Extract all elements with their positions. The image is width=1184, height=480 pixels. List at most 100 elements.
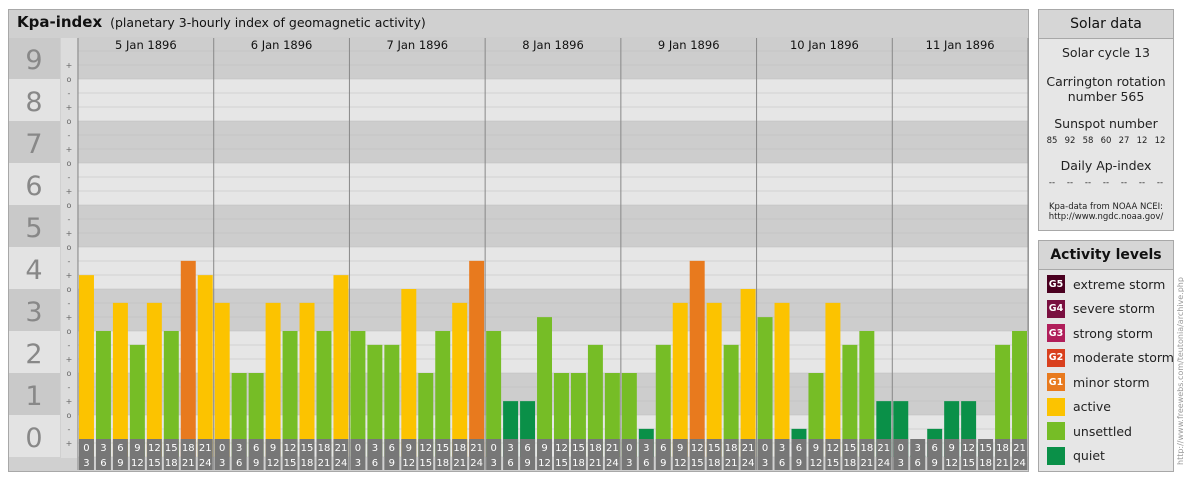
interval-end-label: 24 (606, 458, 619, 469)
interval-box (876, 439, 892, 470)
y-subtick-label: o (67, 411, 72, 420)
interval-start-label: 12 (284, 443, 297, 454)
carrington-line-2: number 565 (1067, 89, 1145, 104)
y-subtick-label: o (67, 201, 72, 210)
interval-end-label: 18 (301, 458, 314, 469)
kp-bar (316, 331, 332, 457)
interval-box (689, 439, 705, 470)
interval-start-label: 9 (406, 443, 412, 454)
interval-start-label: 3 (643, 443, 649, 454)
kp-bar (469, 260, 485, 457)
y-subtick-label: + (66, 61, 73, 70)
interval-end-label: 21 (725, 458, 738, 469)
activity-level-label: active (1073, 399, 1111, 414)
interval-box (163, 439, 179, 470)
interval-end-label: 12 (674, 458, 687, 469)
kp-bar (350, 331, 366, 457)
activity-level-swatch: G4 (1047, 299, 1065, 318)
interval-box (418, 439, 434, 470)
y-subtick-label: + (66, 439, 73, 448)
kp-bar (655, 344, 671, 457)
interval-start-label: 21 (877, 443, 890, 454)
y-subtick-label: - (68, 425, 71, 434)
axis-band (9, 289, 60, 331)
sunspot-value: 85 (1046, 136, 1058, 146)
activity-level-swatch (1047, 422, 1065, 440)
interval-end-label: 9 (796, 458, 802, 469)
activity-level-swatch: G1 (1047, 373, 1065, 391)
kp-band (78, 289, 1028, 331)
interval-start-label: 6 (660, 443, 666, 454)
interval-start-label: 0 (219, 443, 225, 454)
interval-end-label: 6 (372, 458, 378, 469)
kp-bar (486, 331, 502, 457)
kp-bar (859, 331, 875, 457)
kp-bar (995, 344, 1011, 457)
interval-box (384, 439, 400, 470)
interval-box (655, 439, 671, 470)
interval-start-label: 9 (134, 443, 140, 454)
interval-start-label: 21 (606, 443, 619, 454)
interval-end-label: 6 (100, 458, 106, 469)
kp-bar (672, 302, 688, 457)
kp-bar (808, 373, 824, 457)
interval-end-label: 6 (915, 458, 921, 469)
interval-start-label: 6 (524, 443, 530, 454)
interval-box (893, 439, 909, 470)
interval-end-label: 12 (267, 458, 280, 469)
kp-bar (435, 331, 451, 457)
y-tick-label: 9 (25, 45, 42, 76)
interval-start-label: 18 (725, 443, 738, 454)
interval-end-label: 9 (253, 458, 259, 469)
interval-start-label: 12 (691, 443, 704, 454)
kp-bar (214, 302, 230, 457)
interval-end-label: 3 (83, 458, 89, 469)
axis-band (9, 373, 60, 415)
ap-value: -- (1156, 178, 1164, 188)
interval-end-label: 21 (860, 458, 873, 469)
kp-bar (180, 260, 196, 457)
kp-bar (689, 260, 705, 457)
interval-box (774, 439, 790, 470)
axis-band (9, 121, 60, 163)
interval-start-label: 6 (932, 443, 938, 454)
y-subtick-label: - (68, 89, 71, 98)
interval-start-label: 21 (470, 443, 483, 454)
kp-bar (163, 331, 179, 457)
interval-end-label: 12 (131, 458, 144, 469)
interval-end-label: 3 (898, 458, 904, 469)
activity-level-swatch: G3 (1047, 324, 1065, 342)
activity-level-item: G5 extreme storm (1047, 275, 1165, 293)
kp-bar (197, 275, 213, 457)
kp-bar (95, 331, 111, 457)
interval-box (808, 439, 824, 470)
interval-end-label: 24 (1013, 458, 1026, 469)
interval-end-label: 12 (538, 458, 551, 469)
kp-bar (265, 302, 281, 457)
kp-bar (248, 373, 264, 457)
interval-end-label: 15 (555, 458, 568, 469)
day-label: 7 Jan 1896 (386, 38, 448, 52)
y-subtick-label: - (68, 341, 71, 350)
interval-box (927, 439, 943, 470)
interval-start-label: 0 (898, 443, 904, 454)
interval-box (825, 439, 841, 470)
kp-bar (129, 344, 145, 457)
interval-box (265, 439, 281, 470)
y-tick-label: 6 (25, 171, 42, 202)
ap-value: -- (1102, 178, 1110, 188)
interval-box (910, 439, 926, 470)
axis-band (9, 331, 60, 373)
y-subtick-label: o (67, 75, 72, 84)
kp-bar (537, 317, 552, 457)
interval-end-label: 18 (708, 458, 721, 469)
ap-index-values: -- -- -- -- -- -- -- (1039, 178, 1173, 188)
interval-start-label: 21 (1013, 443, 1026, 454)
interval-box (520, 439, 536, 470)
interval-start-label: 15 (572, 443, 585, 454)
solar-cycle: Solar cycle 13 (1061, 45, 1150, 60)
interval-end-label: 3 (762, 458, 768, 469)
kp-band (78, 205, 1028, 247)
interval-end-label: 18 (979, 458, 992, 469)
